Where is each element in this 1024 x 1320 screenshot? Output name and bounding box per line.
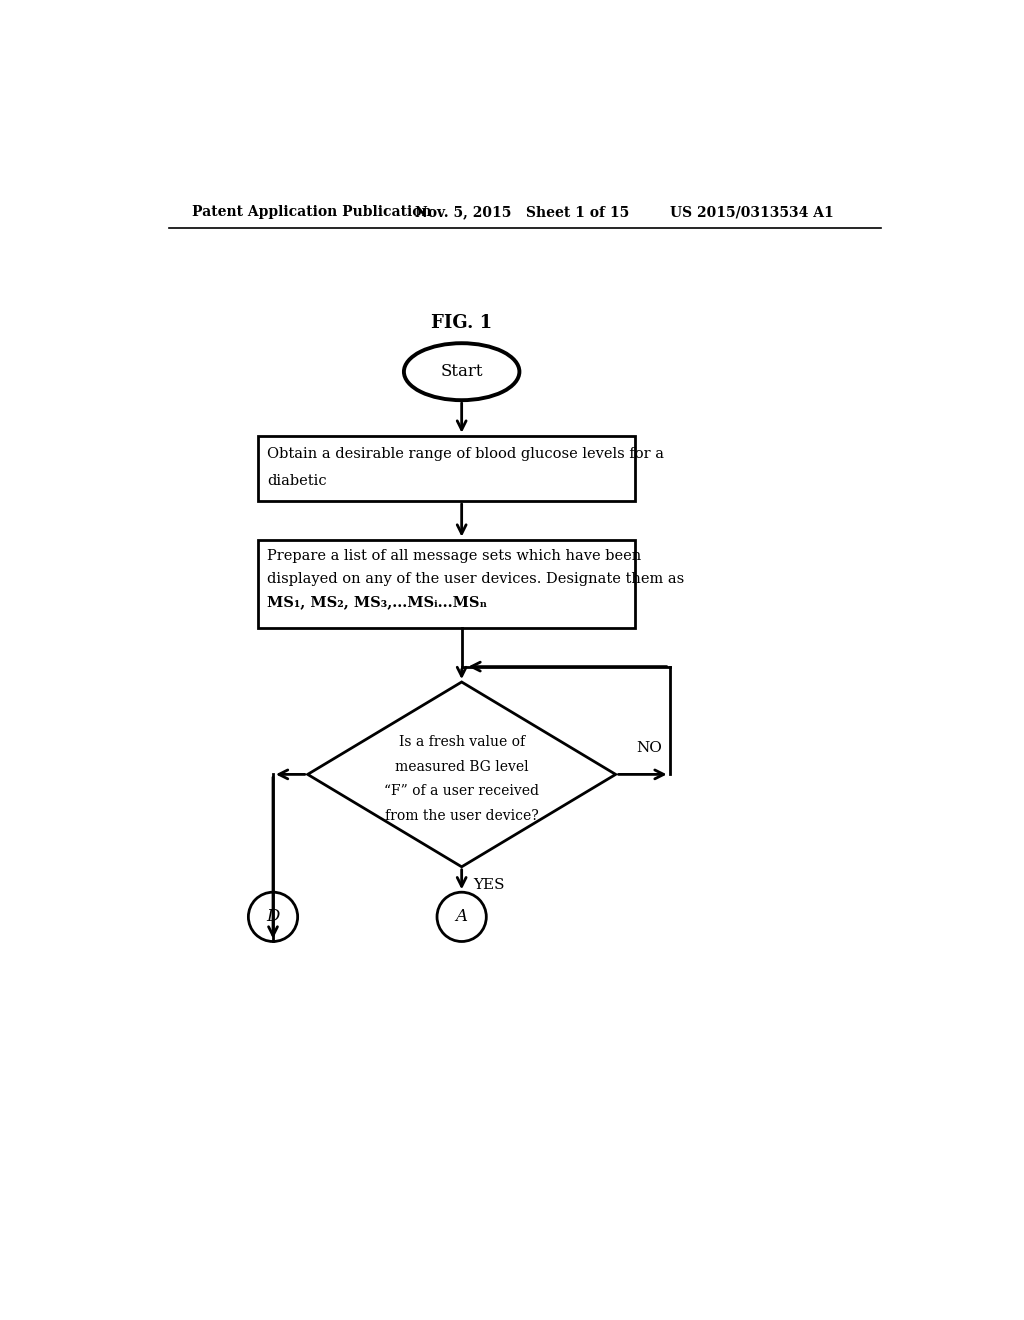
Text: Patent Application Publication: Patent Application Publication [193,206,432,219]
Text: YES: YES [473,878,505,892]
Bar [258,540,635,628]
Text: Prepare a list of all message sets which have been: Prepare a list of all message sets which… [267,549,641,562]
Text: Is a fresh value of: Is a fresh value of [398,735,524,748]
Text: MS₁, MS₂, MS₃,...MSᵢ...MSₙ: MS₁, MS₂, MS₃,...MSᵢ...MSₙ [267,595,487,609]
Text: D: D [266,908,280,925]
Text: “F” of a user received: “F” of a user received [384,784,540,799]
Text: US 2015/0313534 A1: US 2015/0313534 A1 [670,206,834,219]
Text: Nov. 5, 2015   Sheet 1 of 15: Nov. 5, 2015 Sheet 1 of 15 [416,206,630,219]
Text: A: A [456,908,468,925]
Text: from the user device?: from the user device? [385,809,539,822]
Text: Obtain a desirable range of blood glucose levels for a: Obtain a desirable range of blood glucos… [267,447,664,461]
Text: NO: NO [636,741,662,755]
Text: diabetic: diabetic [267,474,327,488]
Bar [258,436,635,502]
Text: displayed on any of the user devices. Designate them as: displayed on any of the user devices. De… [267,572,684,586]
Text: Start: Start [440,363,483,380]
Text: measured BG level: measured BG level [395,760,528,774]
Text: FIG. 1: FIG. 1 [431,314,493,331]
